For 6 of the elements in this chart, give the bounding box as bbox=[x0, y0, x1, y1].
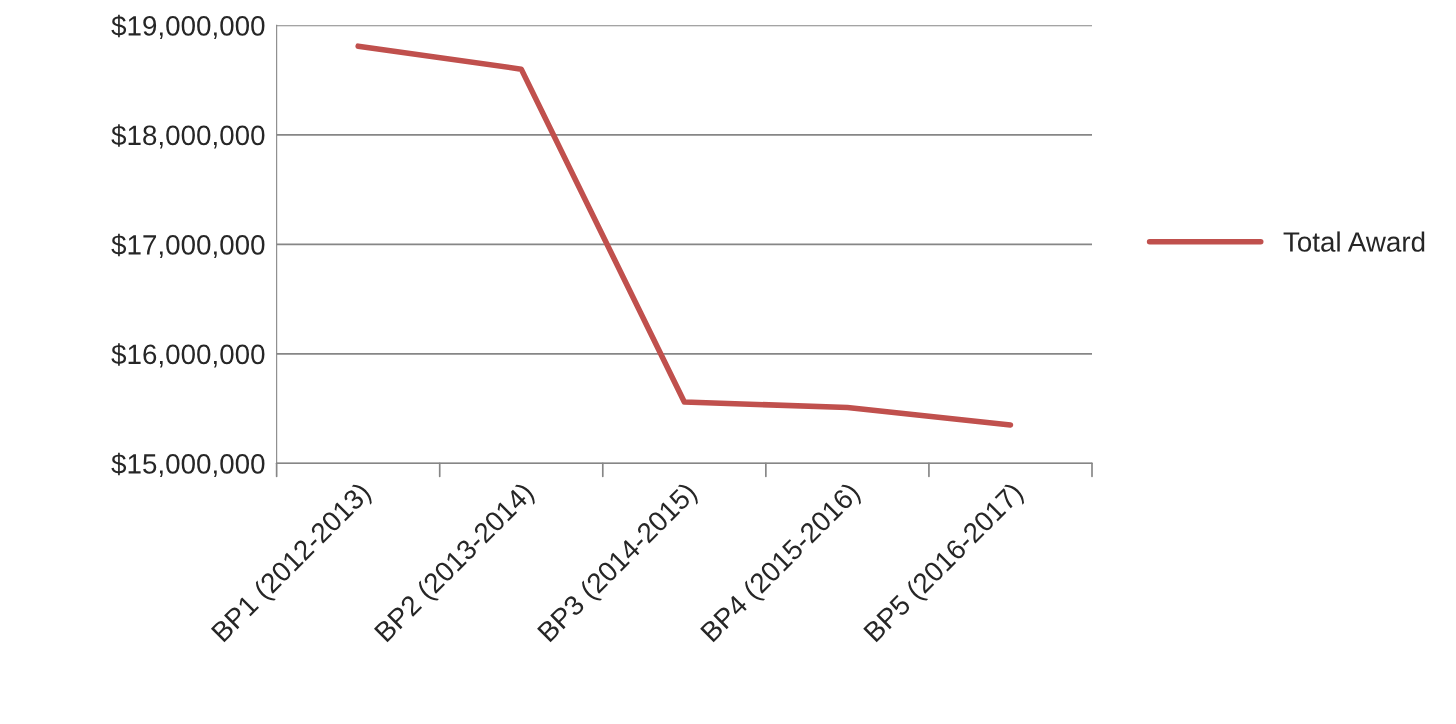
y-tick-label: $17,000,000 bbox=[111, 233, 265, 258]
y-tick-label: $16,000,000 bbox=[111, 343, 265, 368]
legend-label: Total Award bbox=[1283, 231, 1425, 252]
y-tick-label: $18,000,000 bbox=[111, 124, 265, 149]
y-tick-label: $15,000,000 bbox=[111, 452, 265, 477]
y-tick-label: $19,000,000 bbox=[111, 14, 265, 39]
